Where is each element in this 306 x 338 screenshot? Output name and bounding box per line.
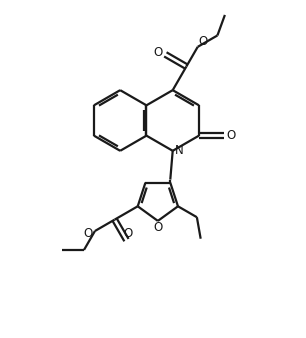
Text: O: O (153, 221, 162, 234)
Text: N: N (175, 144, 184, 157)
Text: O: O (123, 227, 132, 240)
Text: O: O (226, 129, 235, 142)
Text: O: O (84, 227, 93, 240)
Text: O: O (153, 46, 162, 59)
Text: O: O (199, 35, 208, 48)
